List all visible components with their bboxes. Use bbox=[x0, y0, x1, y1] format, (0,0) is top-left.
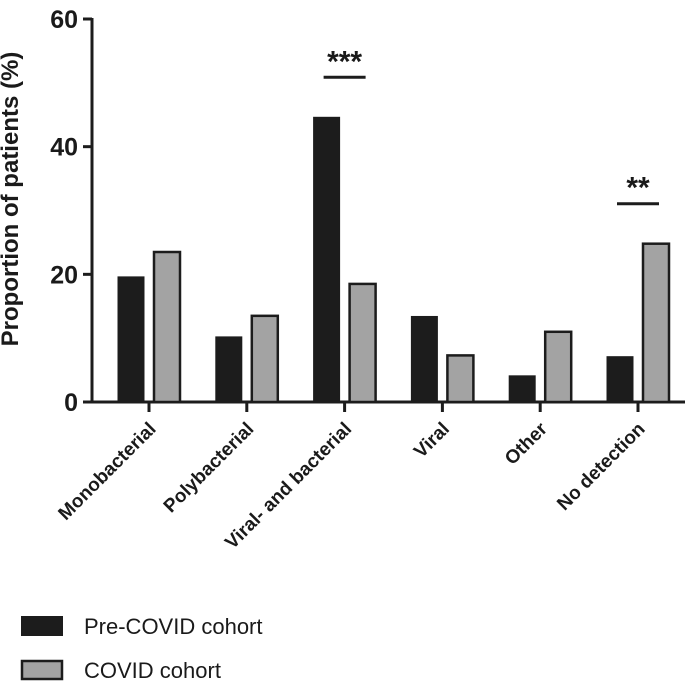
y-axis-label: Proportion of patients (%) bbox=[0, 52, 24, 347]
legend-label-covid: COVID cohort bbox=[84, 658, 221, 683]
bar-covid-cohort-no-detection bbox=[641, 242, 671, 404]
x-category-label: Polybacterial bbox=[160, 419, 258, 517]
legend: Pre-COVID cohort COVID cohort bbox=[20, 614, 263, 683]
legend-swatch-pre-covid bbox=[21, 616, 63, 636]
bar-pre-covid-cohort-viral bbox=[410, 315, 438, 403]
significance-markers: ***** bbox=[323, 45, 659, 206]
y-tick-label: 60 bbox=[50, 6, 78, 34]
y-axis-ticks: 0 20 40 60 bbox=[50, 6, 92, 417]
legend-swatch-covid bbox=[20, 659, 64, 681]
significance-label: ** bbox=[626, 172, 650, 205]
bar-pre-covid-cohort-other bbox=[508, 375, 536, 403]
bar-covid-cohort-viral bbox=[446, 354, 475, 404]
x-category-label: Monobacterial bbox=[55, 419, 161, 525]
significance-label: *** bbox=[327, 45, 362, 78]
bar-pre-covid-cohort-no-detection bbox=[606, 356, 634, 403]
bar-covid-cohort-other bbox=[543, 330, 573, 404]
bar-covid-cohort-monobacterial bbox=[152, 250, 182, 404]
y-tick-label: 20 bbox=[50, 261, 78, 289]
bars bbox=[117, 116, 671, 404]
x-category-label: No detection bbox=[553, 419, 649, 515]
bar-covid-cohort-polybacterial bbox=[250, 314, 280, 404]
y-tick-label: 40 bbox=[50, 134, 78, 162]
x-category-label: Viral bbox=[410, 419, 454, 463]
bar-pre-covid-cohort-viral-and-bacterial bbox=[313, 116, 341, 403]
axes bbox=[90, 18, 685, 404]
x-category-label: Other bbox=[501, 418, 552, 469]
bar-covid-cohort-viral-and-bacterial bbox=[348, 282, 377, 404]
y-tick-label: 0 bbox=[64, 389, 78, 417]
bar-pre-covid-cohort-monobacterial bbox=[117, 276, 145, 403]
bar-pre-covid-cohort-polybacterial bbox=[215, 336, 243, 403]
legend-label-pre-covid: Pre-COVID cohort bbox=[84, 614, 263, 639]
